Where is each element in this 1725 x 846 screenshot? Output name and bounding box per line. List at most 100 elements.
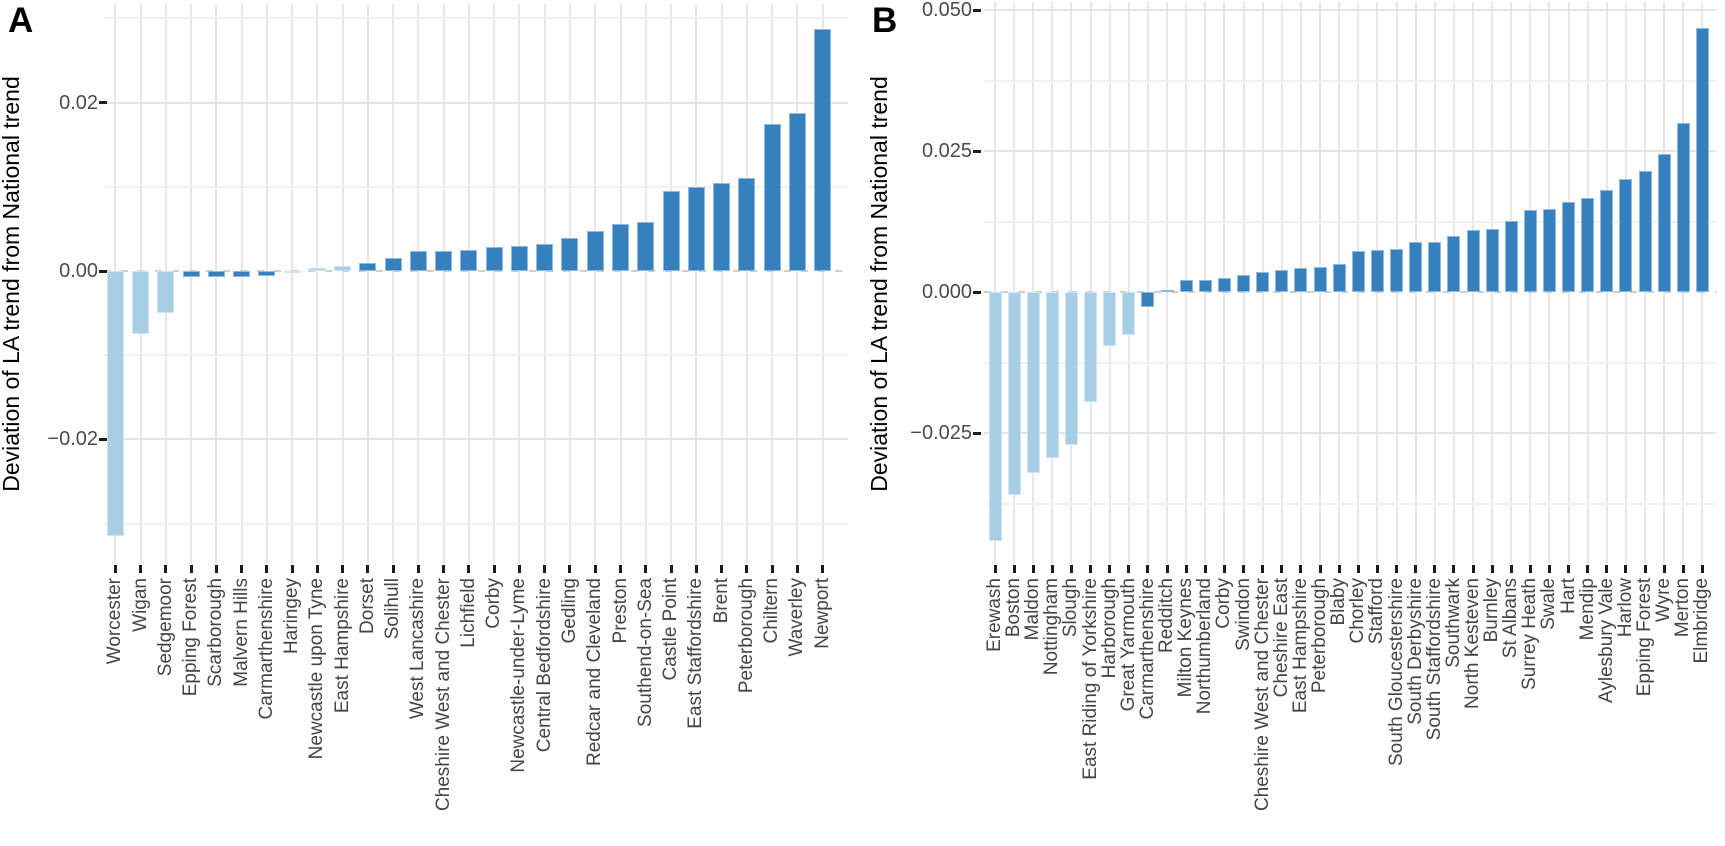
major-gridline: [104, 101, 848, 104]
x-tick-mark: [1605, 565, 1609, 573]
x-tick-mark: [1624, 565, 1628, 573]
vertical-gridline: [341, 4, 344, 564]
bar: [1504, 220, 1518, 292]
bar: [258, 271, 276, 277]
bar: [157, 271, 175, 314]
x-tick-mark: [1337, 565, 1341, 573]
bar: [510, 245, 528, 271]
x-tick-mark: [821, 565, 825, 573]
bar: [1351, 251, 1365, 292]
x-axis-label: Brent: [710, 578, 732, 624]
bar: [788, 112, 806, 271]
x-tick-mark: [1012, 565, 1016, 573]
zero-reference-line: [104, 270, 848, 272]
bar: [1523, 210, 1537, 292]
x-tick-mark: [1203, 565, 1207, 573]
minor-gridline: [984, 361, 1716, 364]
x-tick-mark: [139, 565, 143, 573]
x-tick-mark: [1452, 565, 1456, 573]
vertical-gridline: [1032, 2, 1035, 564]
bar: [1313, 266, 1327, 292]
x-tick-mark: [1108, 565, 1112, 573]
minor-gridline: [984, 502, 1716, 505]
x-tick-mark: [1050, 565, 1054, 573]
bar: [1198, 280, 1212, 292]
x-tick-mark: [993, 565, 997, 573]
vertical-gridline: [695, 4, 698, 564]
vertical-gridline: [771, 4, 774, 564]
y-axis-tick-label: 0.02: [59, 91, 98, 114]
x-tick-mark: [391, 565, 395, 573]
x-tick-mark: [1471, 565, 1475, 573]
bar: [637, 222, 655, 271]
bar: [308, 267, 326, 271]
x-axis-label: Malvern Hills: [230, 578, 252, 687]
bar: [536, 244, 554, 271]
vertical-gridline: [417, 4, 420, 564]
vertical-gridline: [670, 4, 673, 564]
minor-gridline: [984, 79, 1716, 82]
vertical-gridline: [467, 4, 470, 564]
vertical-gridline: [1127, 2, 1130, 564]
vertical-gridline: [291, 4, 294, 564]
x-tick-mark: [720, 565, 724, 573]
x-axis-label: Solihull: [382, 578, 404, 640]
x-tick-mark: [694, 565, 698, 573]
x-tick-mark: [1662, 565, 1666, 573]
x-tick-mark: [366, 565, 370, 573]
vertical-gridline: [265, 4, 268, 564]
zero-reference-line: [984, 291, 1716, 293]
x-tick-mark: [1395, 565, 1399, 573]
vertical-gridline: [240, 4, 243, 564]
x-tick-mark: [1069, 565, 1073, 573]
y-axis-tick-label: −0.02: [47, 428, 98, 451]
x-axis-label: Haringey: [281, 578, 303, 655]
x-tick-mark: [770, 565, 774, 573]
vertical-gridline: [518, 4, 521, 564]
x-tick-mark: [416, 565, 420, 573]
minor-gridline: [984, 220, 1716, 223]
y-tick-mark: [973, 290, 981, 294]
y-axis-tick-label: 0.000: [921, 281, 972, 303]
bar: [233, 271, 251, 277]
bar: [1619, 179, 1633, 292]
x-axis-label: Redcar and Cleveland: [584, 578, 606, 767]
x-tick-mark: [1681, 565, 1685, 573]
vertical-gridline: [594, 4, 597, 564]
vertical-gridline: [720, 4, 723, 564]
bar: [1409, 242, 1423, 292]
minor-gridline: [104, 522, 848, 525]
x-tick-mark: [164, 565, 168, 573]
x-axis-label: East Staffordshire: [685, 578, 707, 729]
bar: [1676, 122, 1690, 292]
x-tick-mark: [113, 565, 117, 573]
y-tick-mark: [973, 8, 981, 12]
vertical-gridline: [190, 4, 193, 564]
major-gridline: [984, 150, 1716, 152]
x-axis-label: West Lancashire: [407, 578, 429, 720]
vertical-gridline: [1166, 2, 1169, 564]
x-tick-mark: [1146, 565, 1150, 573]
bar: [409, 250, 427, 271]
bar: [1160, 290, 1174, 293]
x-tick-mark: [1375, 565, 1379, 573]
x-tick-mark: [341, 565, 345, 573]
x-axis-label: East Hampshire: [331, 578, 353, 714]
x-tick-mark: [214, 565, 218, 573]
major-gridline: [984, 432, 1716, 434]
x-axis-label: Scarborough: [205, 578, 227, 687]
x-tick-mark: [492, 565, 496, 573]
x-tick-mark: [1318, 565, 1322, 573]
bar: [283, 271, 301, 273]
bar: [132, 271, 150, 335]
bar: [1370, 249, 1384, 292]
x-tick-mark: [644, 565, 648, 573]
x-tick-mark: [1414, 565, 1418, 573]
major-gridline: [104, 438, 848, 441]
bar: [1466, 229, 1480, 292]
bar: [1007, 292, 1021, 496]
vertical-gridline: [366, 4, 369, 564]
y-axis-tick-label: −0.025: [910, 422, 972, 444]
y-tick-mark: [973, 431, 981, 435]
y-axis-tick-label: 0.00: [59, 260, 98, 282]
